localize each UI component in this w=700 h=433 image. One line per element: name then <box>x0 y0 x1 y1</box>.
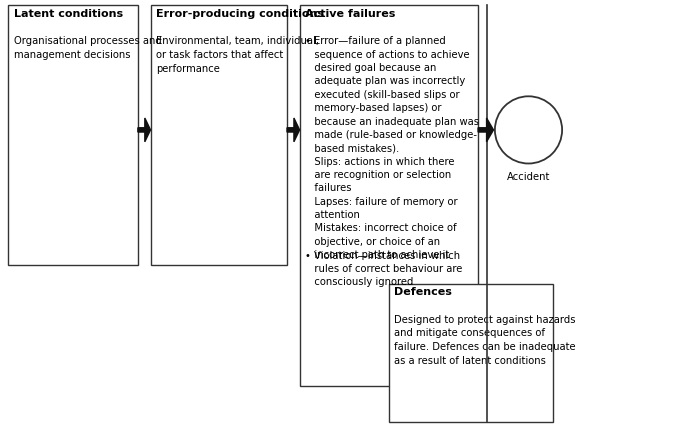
Text: Organisational processes and
management decisions: Organisational processes and management … <box>14 36 162 60</box>
Bar <box>150 5 287 265</box>
Text: Environmental, team, individual,
or task factors that affect
performance: Environmental, team, individual, or task… <box>156 36 319 74</box>
Text: Designed to protect against hazards
and mitigate consequences of
failure. Defenc: Designed to protect against hazards and … <box>394 315 575 365</box>
Text: Defences: Defences <box>394 287 452 297</box>
Text: • Error—failure of a planned
   sequence of actions to achieve
   desired goal b: • Error—failure of a planned sequence of… <box>305 36 480 260</box>
FancyArrow shape <box>478 118 493 142</box>
Text: Error-producing conditions: Error-producing conditions <box>156 9 324 19</box>
FancyArrow shape <box>287 118 300 142</box>
Text: • Violation—instances in which
   rules of correct behaviour are
   consciously : • Violation—instances in which rules of … <box>305 251 463 288</box>
Bar <box>389 284 553 422</box>
Text: Accident: Accident <box>507 172 550 182</box>
Bar <box>300 5 478 386</box>
Text: Latent conditions: Latent conditions <box>14 9 123 19</box>
Text: Active failures: Active failures <box>305 9 395 19</box>
FancyArrow shape <box>138 118 150 142</box>
Bar <box>8 5 138 265</box>
